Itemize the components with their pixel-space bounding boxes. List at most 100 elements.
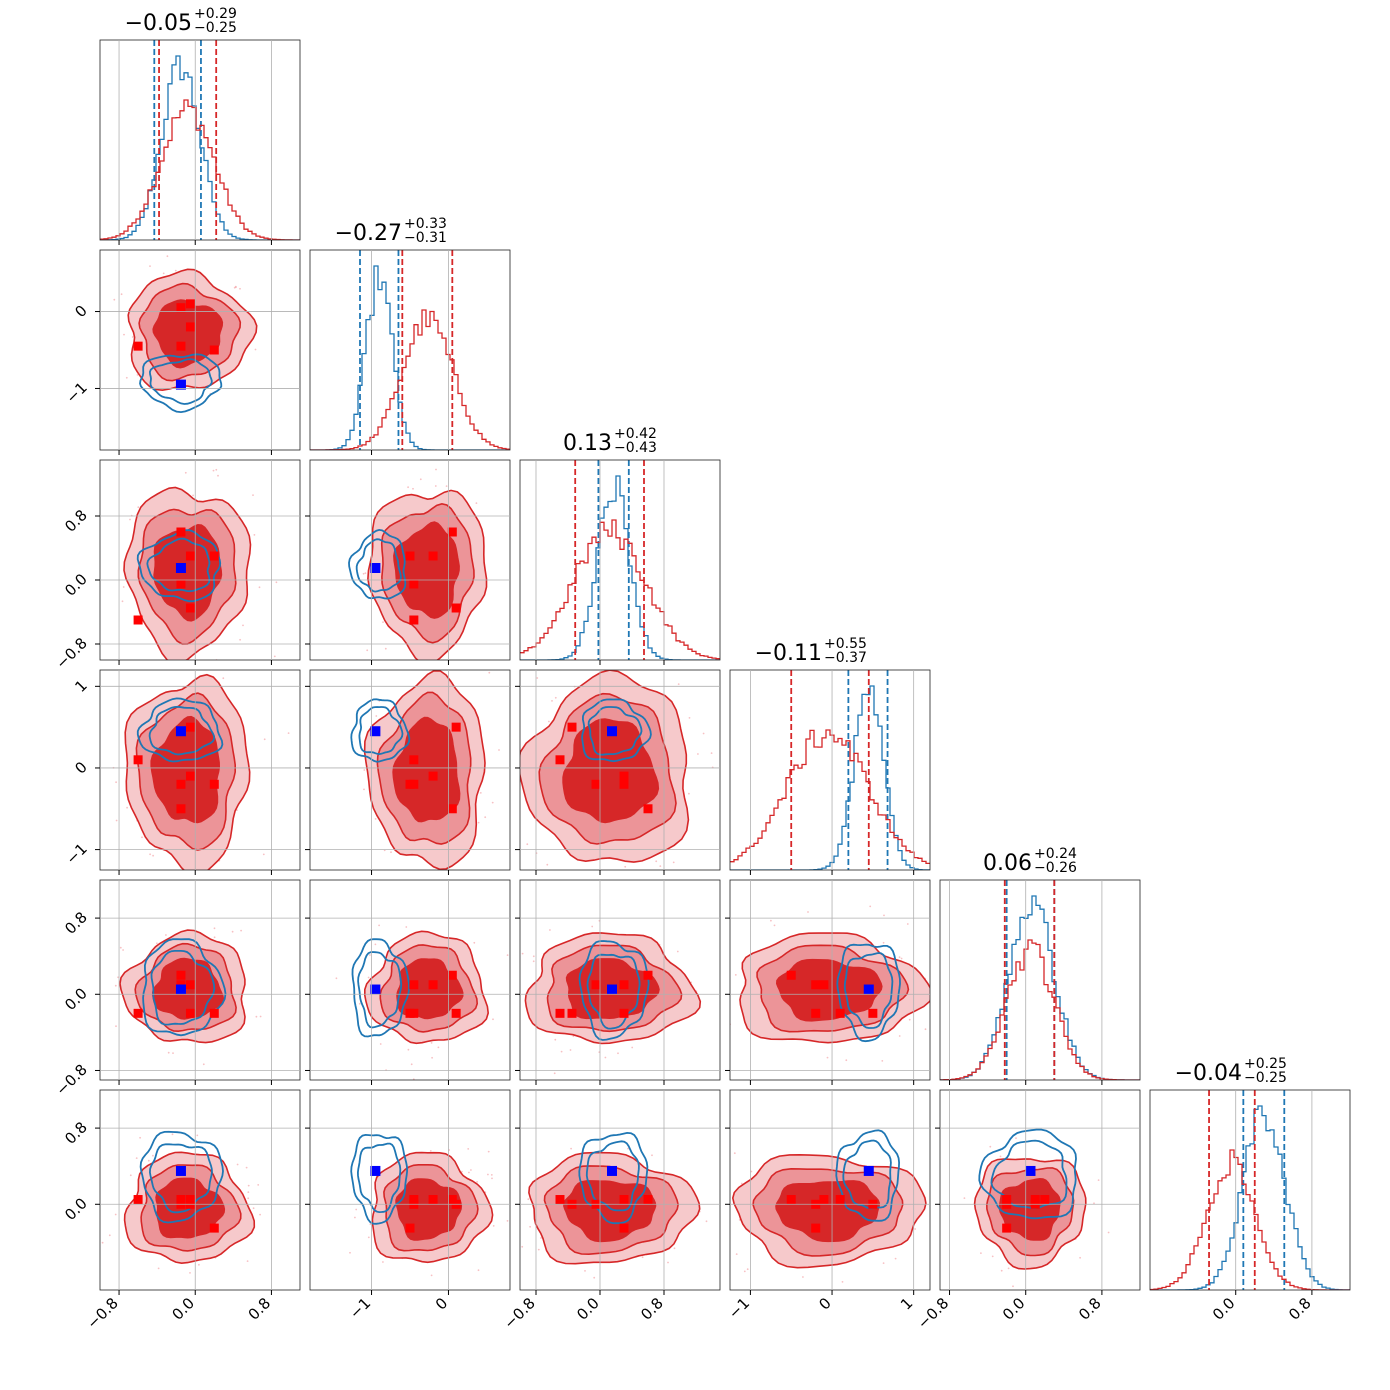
truth-marker-primary	[185, 603, 195, 613]
panel-frame	[519, 459, 721, 661]
panel-content	[113, 255, 258, 414]
histogram-secondary	[1150, 1105, 1350, 1290]
sample-point	[504, 1213, 506, 1215]
sample-point	[215, 468, 218, 471]
sample-point	[367, 1236, 370, 1239]
sample-point	[488, 671, 491, 674]
truth-marker-primary	[819, 1195, 829, 1205]
contour-secondary-inner	[148, 705, 215, 756]
sample-point	[407, 486, 409, 489]
x-tick-label: 0.0	[1209, 1294, 1239, 1324]
sample-point	[473, 941, 476, 944]
sample-point	[240, 929, 243, 932]
truth-marker-primary	[409, 615, 419, 625]
truth-marker-secondary	[175, 984, 186, 995]
sample-point	[516, 1038, 518, 1040]
panel-frame	[519, 879, 721, 1081]
grid-lines	[730, 880, 930, 1080]
sample-point	[434, 485, 437, 487]
sample-point	[125, 376, 128, 379]
panel-content	[100, 40, 300, 240]
sample-point	[405, 926, 408, 928]
sample-point	[529, 1225, 531, 1228]
sample-point	[435, 468, 437, 471]
contour-primary-inner	[392, 716, 461, 823]
sample-point	[496, 718, 498, 720]
panel-content	[348, 468, 497, 682]
sample-point	[677, 683, 680, 685]
grid-lines	[100, 460, 300, 660]
sample-point	[914, 1228, 917, 1230]
truth-marker-primary	[643, 970, 653, 980]
sample-point	[362, 572, 365, 575]
sample-point	[252, 1207, 255, 1210]
truth-marker-secondary	[863, 1165, 874, 1176]
sample-point	[734, 974, 737, 976]
sample-point	[421, 911, 423, 913]
truth-marker-primary	[405, 1223, 415, 1233]
sample-point	[521, 952, 524, 955]
truth-marker-primary	[835, 1195, 845, 1205]
sample-point	[667, 1261, 669, 1264]
y-tick-label: 1	[71, 676, 90, 695]
sample-point	[1000, 1269, 1003, 1272]
panel-frame	[939, 1089, 1141, 1291]
panel-4-3	[496, 669, 721, 875]
marginal-title-5: 0.06 +0.24−0.26	[983, 846, 1077, 876]
contour-secondary-outer	[136, 529, 222, 603]
contour-secondary-inner	[356, 1142, 402, 1214]
sample-point	[247, 1184, 250, 1187]
truth-marker-primary	[409, 1008, 419, 1018]
contour-secondary-outer	[139, 1130, 224, 1224]
sample-point	[546, 863, 549, 866]
sample-point	[932, 1214, 934, 1216]
contour-secondary-outer	[836, 943, 901, 1043]
truth-marker-secondary	[175, 726, 186, 737]
truth-marker-primary	[567, 1008, 577, 1018]
marginal-title-1: −0.05 +0.29−0.25	[125, 6, 237, 36]
panel-frame	[99, 39, 301, 241]
sample-point	[419, 478, 422, 481]
sample-point	[382, 1261, 384, 1263]
sample-point	[129, 1174, 132, 1177]
truth-marker-primary	[428, 1195, 438, 1205]
truth-marker-primary	[567, 722, 577, 732]
title-plus: +0.29	[194, 6, 237, 22]
truth-marker-secondary	[175, 1165, 186, 1176]
histogram-secondary	[100, 55, 300, 240]
sample-point	[479, 792, 482, 794]
sample-point	[908, 1018, 911, 1021]
grid-lines	[949, 880, 1103, 1080]
contour-primary-inner	[393, 521, 460, 619]
y-tick-label: 0.8	[61, 1118, 91, 1148]
sample-point	[963, 1197, 966, 1199]
title-minus: −0.25	[1244, 1070, 1287, 1086]
truth-marker-primary	[133, 755, 143, 765]
sample-point	[287, 732, 290, 734]
y-tick-label: −1	[62, 840, 90, 868]
sample-point	[521, 1245, 524, 1248]
marginal-panel-4	[729, 669, 931, 875]
panel-content	[504, 1131, 708, 1279]
sample-point	[382, 621, 384, 623]
sample-point	[591, 925, 594, 928]
sample-point	[90, 1172, 92, 1174]
truth-marker-primary	[591, 980, 601, 990]
sample-point	[1012, 1285, 1014, 1288]
sample-point	[966, 1270, 968, 1272]
title-minus: −0.25	[194, 20, 237, 36]
sample-point	[728, 998, 730, 1000]
sample-point	[495, 680, 497, 682]
truth-marker-primary	[451, 603, 461, 613]
sample-point	[126, 806, 128, 809]
grid-lines	[310, 1090, 510, 1290]
truth-marker-primary	[428, 551, 438, 561]
truth-marker-primary	[176, 527, 186, 537]
sample-point	[477, 1269, 480, 1272]
marginal-title-6: −0.04 +0.25−0.25	[1175, 1056, 1287, 1086]
sample-point	[354, 1216, 356, 1219]
sample-point	[245, 1166, 248, 1169]
truth-marker-primary	[176, 1195, 186, 1205]
sample-point	[157, 1267, 160, 1270]
sample-point	[506, 954, 509, 956]
